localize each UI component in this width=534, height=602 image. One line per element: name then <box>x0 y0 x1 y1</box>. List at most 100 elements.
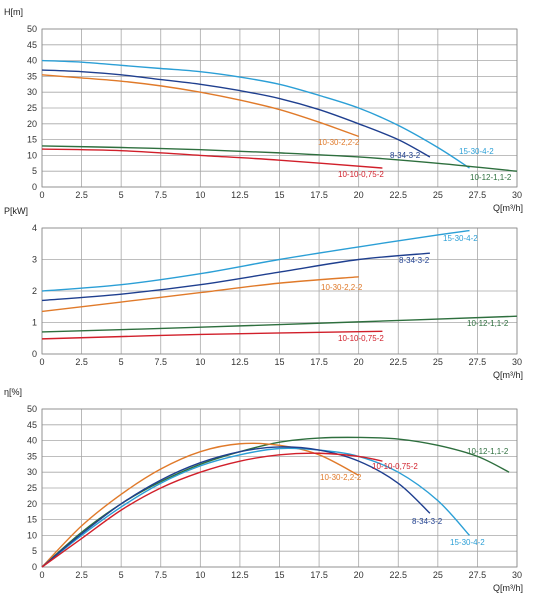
y-tick-label: 30 <box>27 87 37 97</box>
y-tick-label: 45 <box>27 40 37 50</box>
y-tick-label: 0 <box>32 349 37 359</box>
y-tick-label: 0 <box>32 182 37 192</box>
efficiency-chart: 0 2.5 5 7.5 10 12.5 15 17.5 20 22.5 25 27.5 30 0 5 10 15… <box>4 387 523 593</box>
x-axis-label: Q[m³/h] <box>493 203 523 213</box>
series-line-10-30-2-2-2 <box>41 74 359 138</box>
x-tick-label: 27.5 <box>469 570 487 580</box>
series-line-8-34-3-2 <box>41 252 430 302</box>
x-tick-label: 17.5 <box>310 570 328 580</box>
x-tick-label: 7.5 <box>154 190 167 200</box>
y-tick-label: 35 <box>27 451 37 461</box>
series-line-8-34-3-2 <box>41 69 431 158</box>
series-line-15-30-4-2 <box>41 229 470 292</box>
x-tick-label: 22.5 <box>389 570 407 580</box>
series-label-10-30-2-2-2: 10-30-2,2-2 <box>321 283 363 292</box>
series-line-10-12-1-1-2 <box>41 145 518 172</box>
grid <box>41 28 518 188</box>
y-tick-label: 25 <box>27 483 37 493</box>
y-tick-label: 10 <box>27 530 37 540</box>
y-tick-label: 2 <box>32 286 37 296</box>
series-label-15-30-4-2: 15-30-4-2 <box>443 234 478 243</box>
series-label-10-10-0-75-2: 10-10-0,75-2 <box>338 334 384 343</box>
x-tick-label: 22.5 <box>389 190 407 200</box>
plot-frame <box>41 28 518 188</box>
y-tick-label: 4 <box>32 223 37 233</box>
series-line-15-30-4-2 <box>41 447 471 568</box>
series-label-8-34-3-2: 8-34-3-2 <box>399 256 430 265</box>
x-tick-label: 30 <box>512 190 522 200</box>
y-tick-label: 50 <box>27 24 37 34</box>
x-tick-label: 15 <box>274 190 284 200</box>
x-tick-label: 25 <box>433 570 443 580</box>
series-label-8-34-3-2: 8-34-3-2 <box>390 151 421 160</box>
x-tick-label: 20 <box>354 570 364 580</box>
y-tick-label: 35 <box>27 71 37 81</box>
y-tick-label: 15 <box>27 135 37 145</box>
x-tick-label: 30 <box>512 357 522 367</box>
series-line-15-30-4-2 <box>41 59 470 169</box>
x-tick-label: 7.5 <box>154 570 167 580</box>
y-tick-label: 10 <box>27 150 37 160</box>
x-tick-label: 10 <box>195 357 205 367</box>
x-tick-label: 27.5 <box>469 190 487 200</box>
y-tick-label: 45 <box>27 420 37 430</box>
x-tick-label: 0 <box>39 190 44 200</box>
x-tick-label: 15 <box>274 570 284 580</box>
x-axis-label: Q[m³/h] <box>493 370 523 380</box>
plot-frame <box>41 408 518 568</box>
y-tick-label: 20 <box>27 119 37 129</box>
series-label-10-30-2-2-2: 10-30-2,2-2 <box>318 138 360 147</box>
series-label-8-34-3-2: 8-34-3-2 <box>412 517 443 526</box>
x-tick-label: 22.5 <box>389 357 407 367</box>
x-tick-label: 17.5 <box>310 190 328 200</box>
series-label-10-30-2-2-2: 10-30-2,2-2 <box>320 473 362 482</box>
x-tick-label: 2.5 <box>75 570 88 580</box>
x-tick-label: 12.5 <box>231 570 249 580</box>
y-tick-label: 1 <box>32 318 37 328</box>
x-tick-label: 12.5 <box>231 190 249 200</box>
x-tick-label: 17.5 <box>310 357 328 367</box>
y-tick-label: 3 <box>32 255 37 265</box>
x-tick-label: 25 <box>433 357 443 367</box>
series-line-10-10-0-75-2 <box>41 148 383 169</box>
x-tick-label: 20 <box>354 357 364 367</box>
series-line-10-10-0-75-2 <box>41 452 383 568</box>
y-tick-label: 40 <box>27 56 37 66</box>
x-tick-label: 2.5 <box>75 357 88 367</box>
series-label-15-30-4-2: 15-30-4-2 <box>459 147 494 156</box>
series-line-8-34-3-2 <box>41 446 431 568</box>
x-tick-label: 10 <box>195 190 205 200</box>
x-tick-label: 5 <box>119 570 124 580</box>
y-tick-label: 50 <box>27 404 37 414</box>
y-axis-label: H[m] <box>4 7 23 17</box>
series-label-10-12-1-1-2: 10-12-1,1-2 <box>470 173 512 182</box>
x-tick-label: 27.5 <box>469 357 487 367</box>
y-tick-label: 5 <box>32 546 37 556</box>
x-tick-label: 12.5 <box>231 357 249 367</box>
y-tick-label: 40 <box>27 436 37 446</box>
series-line-10-30-2-2-2 <box>41 276 359 313</box>
y-tick-label: 25 <box>27 103 37 113</box>
y-tick-label: 15 <box>27 515 37 525</box>
y-axis-label: P[kW] <box>4 206 28 216</box>
y-tick-label: 5 <box>32 166 37 176</box>
x-tick-label: 5 <box>119 357 124 367</box>
x-tick-label: 20 <box>354 190 364 200</box>
series-label-10-12-1-1-2: 10-12-1,1-2 <box>467 319 509 328</box>
x-tick-label: 15 <box>274 357 284 367</box>
x-tick-label: 0 <box>39 570 44 580</box>
x-tick-label: 5 <box>119 190 124 200</box>
series-line-10-30-2-2-2 <box>41 442 359 568</box>
x-axis-label: Q[m³/h] <box>493 583 523 593</box>
head-chart: 0 2.5 5 7.5 10 12.5 15 17.5 20 22.5 25 27.5 30 0 5 10 15… <box>4 7 523 213</box>
y-axis-label: η[%] <box>4 387 22 397</box>
x-tick-label: 25 <box>433 190 443 200</box>
x-tick-label: 30 <box>512 570 522 580</box>
y-tick-label: 0 <box>32 562 37 572</box>
y-tick-label: 20 <box>27 499 37 509</box>
series-label-15-30-4-2: 15-30-4-2 <box>450 538 485 547</box>
x-tick-label: 10 <box>195 570 205 580</box>
series-label-10-10-0-75-2: 10-10-0,75-2 <box>372 462 418 471</box>
series-label-10-12-1-1-2: 10-12-1,1-2 <box>467 447 509 456</box>
